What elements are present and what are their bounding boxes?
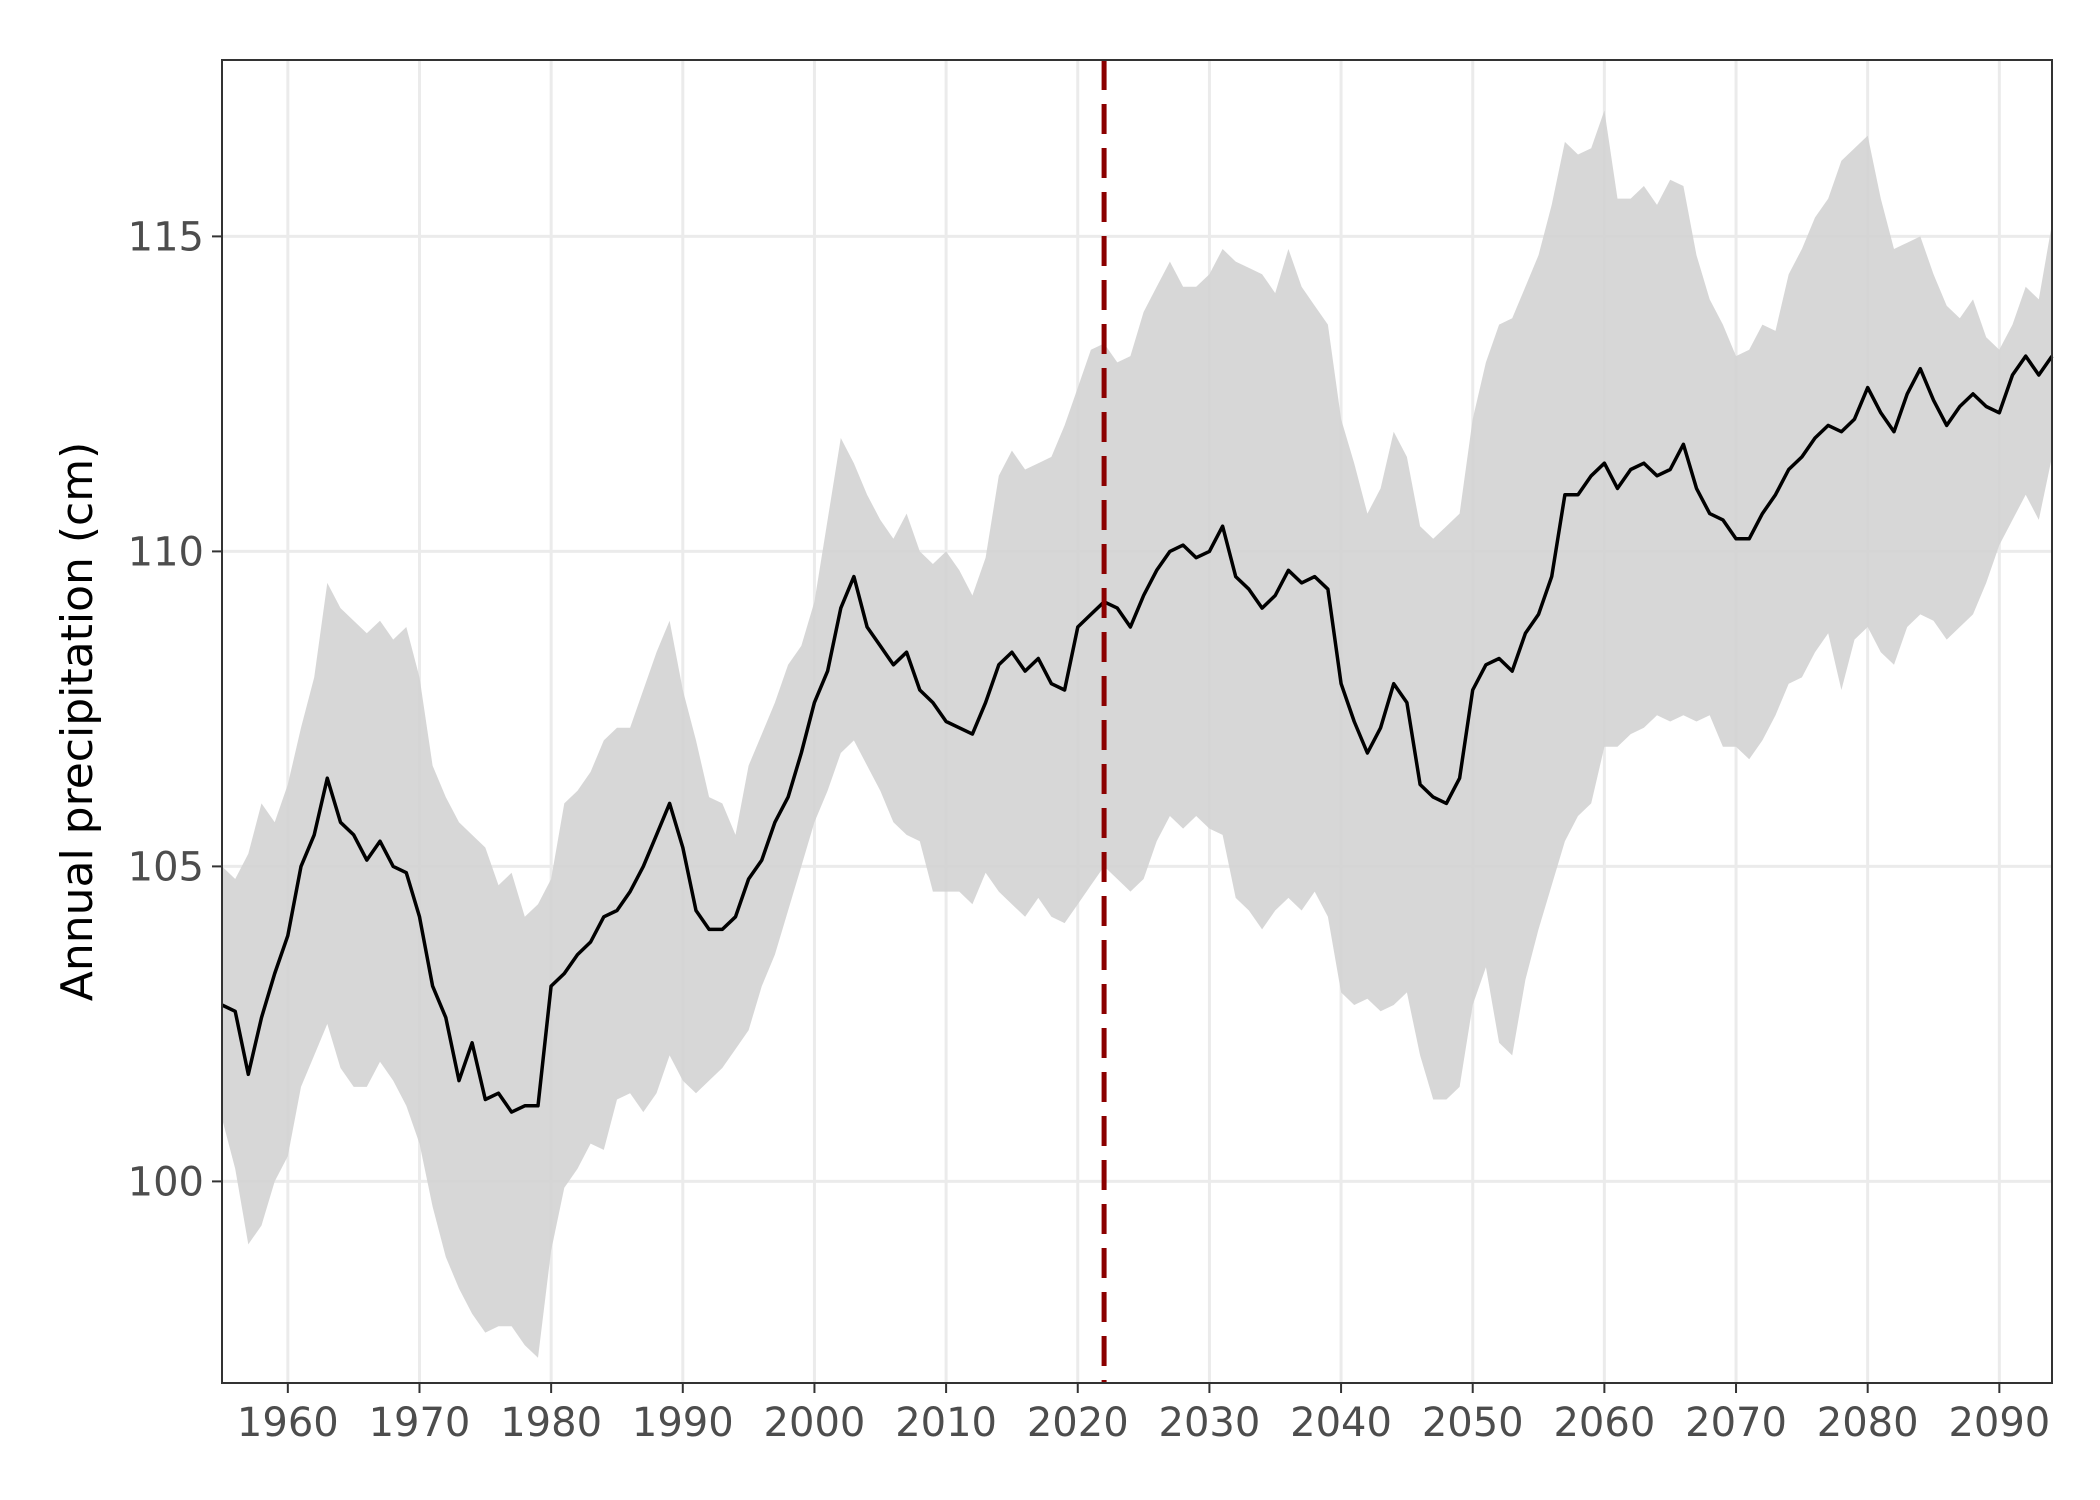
y-tick-label: 100 [128,1159,204,1205]
x-tick-label: 2060 [1553,1400,1655,1446]
x-tick-label: 2050 [1422,1400,1524,1446]
y-axis-title: Annual precipitation (cm) [52,442,103,1002]
x-tick-label: 1960 [237,1400,339,1446]
x-tick-label: 1980 [500,1400,602,1446]
precipitation-series [221,354,2054,1114]
axes: 1960 1970 1980 1990 2000 2010 2020 2030 2040 2050… [128,214,2051,1446]
precipitation-line [221,354,2054,1114]
x-tick-label: 2010 [895,1400,997,1446]
x-tick-label: 2030 [1159,1400,1261,1446]
x-tick-label: 2000 [764,1400,866,1446]
y-tick-label: 110 [128,529,204,575]
x-tick-label: 2020 [1027,1400,1129,1446]
panel-border [221,59,2053,1384]
x-tick-label: 1990 [632,1400,734,1446]
uncertainty-band [222,110,2052,1358]
x-tick-label: 2040 [1290,1400,1392,1446]
x-tick-label: 2090 [1948,1400,2050,1446]
y-tick-label: 115 [128,214,204,260]
uncertainty-band-area [222,110,2052,1358]
x-tick-label: 1970 [369,1400,471,1446]
x-tick-label: 2070 [1685,1400,1787,1446]
x-tick-label: 2080 [1817,1400,1919,1446]
y-tick-label: 105 [128,844,204,890]
